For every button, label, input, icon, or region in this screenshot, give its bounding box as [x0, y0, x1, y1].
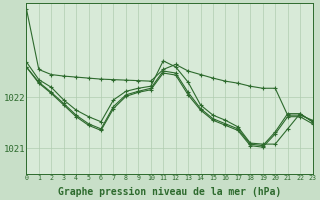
- X-axis label: Graphe pression niveau de la mer (hPa): Graphe pression niveau de la mer (hPa): [58, 186, 281, 197]
